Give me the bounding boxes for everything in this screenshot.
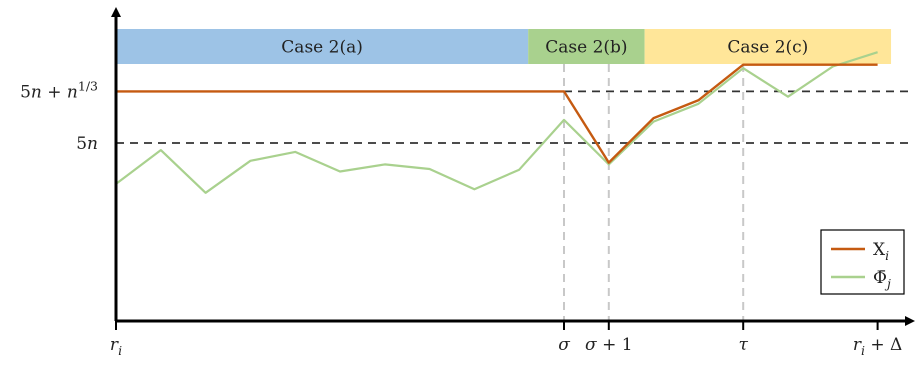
x-tick-label-3: σ + 1: [585, 335, 633, 355]
y-axis-arrow: [111, 7, 121, 17]
axes-layer: [111, 7, 915, 326]
marker-lines-layer: [563, 64, 745, 321]
y-tick-label-2: 5n + n1/3: [20, 78, 98, 102]
region-label-1: Case 2(a): [281, 38, 363, 58]
series-layer: [115, 51, 878, 194]
legend-item-x-label: Xi: [873, 240, 889, 263]
x-tick-label-5: ri + Δ: [853, 335, 902, 358]
x-tick-label-2: σ: [558, 335, 570, 355]
region-band-3: [644, 29, 892, 64]
x-tick-label-1: ri: [110, 335, 122, 358]
legend-item-phi-label: Φ̄j: [873, 268, 891, 291]
region-band-1: [116, 29, 529, 64]
legend: Xi Φ̄j: [820, 229, 905, 295]
legend-box: [820, 229, 905, 295]
series-line-x: [116, 63, 878, 164]
region-label-3: Case 2(c): [727, 38, 808, 58]
regions-layer: Case 2(a) Case 2(b) Case 2(c): [116, 29, 892, 64]
level-lines-layer: [116, 90, 908, 144]
region-band-2: [528, 29, 645, 64]
x-axis-arrow: [905, 316, 915, 326]
tick-labels-layer: ri σ σ + 1 τ ri + Δ 5n 5n + n1/3: [20, 78, 902, 358]
x-tick-label-4: τ: [738, 335, 748, 355]
y-tick-label-1: 5n: [76, 134, 98, 154]
series-line-phi: [115, 51, 878, 194]
region-label-2: Case 2(b): [545, 38, 627, 58]
